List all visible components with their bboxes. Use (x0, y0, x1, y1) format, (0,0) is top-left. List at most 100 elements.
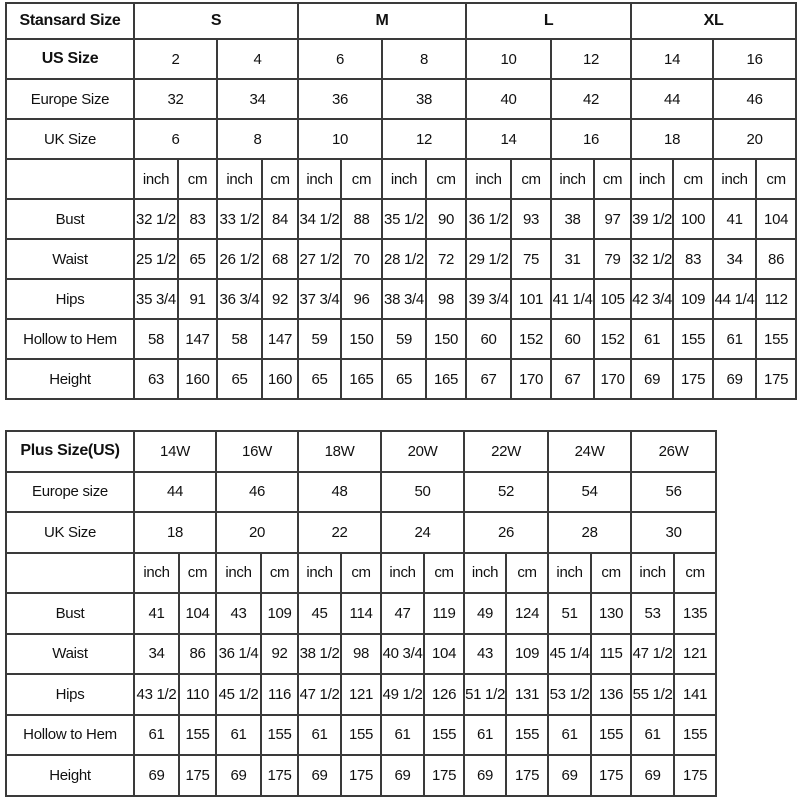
measurement-value: 98 (424, 278, 468, 320)
size-value: 18 (630, 118, 715, 160)
measurement-value: 90 (424, 198, 468, 240)
measurement-value: 70 (340, 238, 383, 280)
measurement-row-hollow-to-hem: Hollow to Hem 58 147 58 147 59 150 59 150 60 152 60… (5, 318, 798, 360)
measurement-value: 124 (505, 592, 550, 635)
measurement-label: Hollow to Hem (5, 713, 135, 756)
unit-inch: inch (297, 551, 343, 594)
unit-inch: inch (216, 158, 263, 200)
unit-cm: cm (340, 158, 383, 200)
measurement-row-height: Height 69 175 69 175 69 175 69 175 69 175 69 175 69 17… (5, 754, 718, 797)
measurement-value: 98 (340, 632, 383, 675)
measurement-value: 47 1/2 (630, 632, 676, 675)
size-value: 28 (547, 511, 633, 554)
measurement-value: 136 (590, 673, 633, 716)
measurement-value: 32 1/2 (133, 198, 179, 240)
measurement-value: 83 (177, 198, 218, 240)
measurement-value: 86 (755, 238, 798, 280)
measurement-value: 109 (260, 592, 300, 635)
measurement-value: 119 (423, 592, 466, 635)
uk-size-row: UK Size 18 20 22 24 26 28 30 (5, 511, 718, 554)
size-value: 18 (132, 511, 218, 554)
measurement-value: 61 (133, 713, 180, 756)
measurement-value: 36 1/2 (465, 198, 513, 240)
measurement-label: Hollow to Hem (5, 318, 135, 360)
measurement-value: 86 (177, 632, 218, 675)
measurement-value: 61 (380, 713, 426, 756)
us-size-row-label: US Size (5, 38, 135, 80)
measurement-value: 39 1/2 (630, 198, 675, 240)
size-value: 12 (380, 118, 468, 160)
measurement-value: 101 (510, 278, 553, 320)
size-value: 20 (712, 118, 798, 160)
size-value: 6 (297, 38, 383, 80)
measurement-value: 65 (381, 358, 427, 400)
size-value: 30 (630, 511, 718, 554)
header-label: Stansard Size (5, 2, 135, 40)
measurement-value: 91 (177, 278, 218, 320)
measurement-value: 147 (261, 318, 299, 360)
header-row: Plus Size(US) 14W 16W 18W 20W 22W 24W 26W (5, 430, 718, 473)
measurement-value: 61 (297, 713, 343, 756)
unit-cm: cm (177, 158, 218, 200)
size-group-xl: XL (630, 2, 798, 40)
plus-size-22w: 22W (463, 430, 550, 473)
measurement-value: 109 (672, 278, 715, 320)
size-value: 50 (380, 470, 466, 513)
size-value: 38 (380, 78, 468, 120)
measurement-value: 100 (672, 198, 715, 240)
measurement-value: 114 (340, 592, 383, 635)
size-value: 24 (380, 511, 466, 554)
measurement-value: 39 3/4 (465, 278, 513, 320)
measurement-value: 27 1/2 (297, 238, 342, 280)
size-value: 44 (630, 78, 715, 120)
unit-cm: cm (423, 551, 466, 594)
unit-inch: inch (463, 551, 508, 594)
measurement-label: Height (5, 358, 135, 400)
measurement-value: 45 (297, 592, 343, 635)
measurement-value: 92 (261, 278, 299, 320)
size-value: 6 (133, 118, 218, 160)
size-value: 34 (216, 78, 299, 120)
measurement-value: 175 (672, 358, 715, 400)
measurement-value: 155 (505, 713, 550, 756)
measurement-value: 150 (340, 318, 383, 360)
measurement-value: 34 (712, 238, 758, 280)
measurement-value: 59 (297, 318, 342, 360)
measurement-value: 61 (630, 713, 676, 756)
measurement-value: 42 3/4 (630, 278, 675, 320)
measurement-value: 61 (547, 713, 593, 756)
unit-inch: inch (630, 158, 675, 200)
header-label: Plus Size(US) (5, 430, 135, 473)
measurement-value: 61 (630, 318, 675, 360)
unit-inch: inch (712, 158, 758, 200)
measurement-value: 155 (260, 713, 300, 756)
measurement-value: 40 3/4 (380, 632, 426, 675)
measurement-value: 65 (297, 358, 342, 400)
measurement-row-bust: Bust 41 104 43 109 45 114 47 119 49 124 51 130 53 135 (5, 592, 718, 635)
size-value: 42 (550, 78, 633, 120)
measurement-value: 37 3/4 (297, 278, 342, 320)
measurement-value: 155 (423, 713, 466, 756)
unit-inch: inch (133, 158, 179, 200)
measurement-value: 47 (380, 592, 426, 635)
measurement-value: 65 (216, 358, 263, 400)
size-value: 8 (216, 118, 299, 160)
measurement-value: 69 (463, 754, 508, 797)
measurement-value: 33 1/2 (216, 198, 263, 240)
size-value: 22 (297, 511, 383, 554)
measurement-value: 152 (510, 318, 553, 360)
measurement-label: Bust (5, 198, 135, 240)
measurement-value: 59 (381, 318, 427, 360)
size-value: 14 (630, 38, 715, 80)
measurement-value: 25 1/2 (133, 238, 179, 280)
measurement-value: 121 (673, 632, 718, 675)
measurement-row-hips: Hips 43 1/2 110 45 1/2 116 47 1/2 121 49 1/2 126… (5, 673, 718, 716)
measurement-value: 61 (712, 318, 758, 360)
measurement-value: 170 (593, 358, 633, 400)
measurement-value: 130 (590, 592, 633, 635)
measurement-label: Hips (5, 673, 135, 716)
measurement-value: 29 1/2 (465, 238, 513, 280)
measurement-label: Waist (5, 238, 135, 280)
measurement-row-hips: Hips 35 3/4 91 36 3/4 92 37 3/4 96 38 3/4 98 39 3… (5, 278, 798, 320)
plus-size-18w: 18W (297, 430, 383, 473)
